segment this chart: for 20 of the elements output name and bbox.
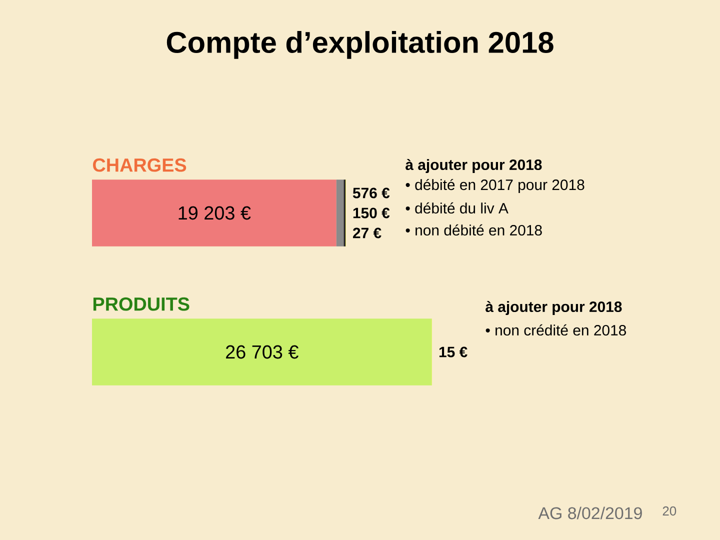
- annotation: • débité en 2017 pour 2018: [406, 178, 584, 194]
- text: 20: [662, 506, 676, 516]
- data-label: 576 €: [352, 188, 390, 198]
- annotation: • débité du liv A: [406, 202, 508, 214]
- text: • non crédité en 2018: [486, 324, 626, 336]
- bar: [92, 318, 432, 386]
- annotation: à ajouter pour 2018: [406, 158, 542, 174]
- data-label: 150 €: [353, 208, 390, 218]
- data-label: 27 €: [352, 228, 382, 238]
- bar: [336, 180, 344, 246]
- bar: [92, 180, 336, 246]
- chart-title: Compte d’exploitation 2018: [166, 31, 554, 59]
- text: AG 8/02/2019: [538, 506, 642, 520]
- annotation: • non débité en 2018: [406, 224, 542, 236]
- data-label: 26 703 €: [226, 345, 298, 359]
- y-tick-label: PRODUITS: [93, 297, 190, 311]
- y-tick-label: CHARGES: [92, 158, 186, 172]
- data-label: 15 €: [439, 346, 468, 358]
- text: à ajouter pour 2018: [486, 300, 622, 316]
- data-label: 19 203 €: [178, 206, 251, 220]
